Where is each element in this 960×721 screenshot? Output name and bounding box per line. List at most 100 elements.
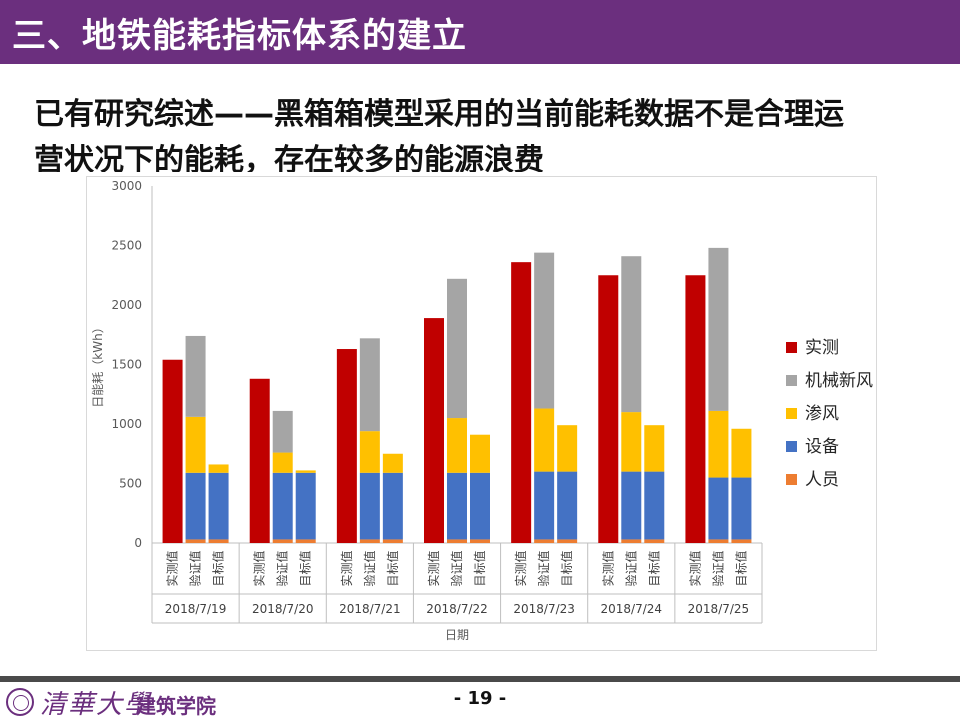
x-group-label: 2018/7/24 [601, 602, 663, 616]
bar-渗风-2018/7/24-目标值 [644, 425, 665, 472]
bar-人员-2018/7/21-目标值 [382, 539, 403, 543]
bar-设备-2018/7/25-验证值 [708, 477, 729, 540]
bar-设备-2018/7/24-目标值 [644, 471, 665, 540]
bar-渗风-2018/7/22-验证值 [447, 418, 467, 473]
x-subcategory-label: 实测值 [600, 550, 615, 586]
bar-人员-2018/7/25-验证值 [708, 539, 729, 543]
bar-机械新风-2018/7/23-验证值 [534, 252, 555, 409]
bar-机械新风-2018/7/21-验证值 [359, 338, 380, 432]
legend-label: 渗风 [805, 404, 839, 424]
x-subcategory-label: 验证值 [536, 550, 551, 586]
x-subcategory-label: 验证值 [188, 550, 203, 586]
bar-渗风-2018/7/24-验证值 [621, 412, 642, 472]
x-subcategory-label: 目标值 [559, 550, 574, 586]
y-tick-label: 2000 [111, 298, 142, 312]
legend-swatch [786, 375, 797, 386]
bar-人员-2018/7/22-验证值 [447, 539, 467, 543]
legend-swatch [786, 474, 797, 485]
bar-设备-2018/7/21-验证值 [359, 472, 380, 540]
x-subcategory-label: 目标值 [385, 550, 400, 586]
header-bar: 三、地铁能耗指标体系的建立 [0, 0, 960, 64]
bar-人员-2018/7/22-目标值 [470, 539, 490, 543]
bar-渗风-2018/7/23-目标值 [557, 425, 578, 472]
bar-设备-2018/7/21-目标值 [382, 472, 403, 540]
bar-设备-2018/7/23-验证值 [534, 471, 555, 540]
x-subcategory-label: 实测值 [165, 550, 180, 586]
bar-机械新风-2018/7/24-验证值 [621, 256, 642, 413]
subtitle-line-2: 营状况下的能耗，存在较多的能源浪费 [34, 143, 544, 172]
x-subcategory-label: 实测值 [426, 550, 441, 586]
department-name: 建筑学院 [136, 694, 216, 718]
x-group-label: 2018/7/23 [513, 602, 575, 616]
bar-机械新风-2018/7/25-验证值 [708, 247, 729, 411]
x-subcategory-label: 实测值 [339, 550, 354, 586]
bar-设备-2018/7/20-目标值 [295, 472, 316, 540]
bar-设备-2018/7/22-目标值 [470, 472, 490, 540]
x-group-label: 2018/7/19 [165, 602, 227, 616]
bar-渗风-2018/7/22-目标值 [470, 434, 490, 473]
x-subcategory-label: 目标值 [211, 550, 226, 586]
bar-渗风-2018/7/23-验证值 [534, 408, 555, 472]
x-group-label: 2018/7/21 [339, 602, 401, 616]
page-number: - 19 - [453, 688, 507, 709]
x-group-label: 2018/7/25 [688, 602, 750, 616]
bar-实测-2018/7/24-实测值 [598, 275, 619, 543]
subtitle: 已有研究综述——黑箱箱模型采用的当前能耗数据不是合理运 营状况下的能耗，存在较多… [34, 92, 924, 172]
x-group-label: 2018/7/22 [426, 602, 488, 616]
footer-divider [0, 676, 960, 682]
bar-渗风-2018/7/20-目标值 [295, 470, 316, 473]
y-tick-label: 2500 [111, 239, 142, 253]
bar-人员-2018/7/24-验证值 [621, 539, 642, 543]
bar-人员-2018/7/19-验证值 [185, 539, 206, 543]
x-subcategory-label: 目标值 [646, 550, 661, 586]
bar-设备-2018/7/20-验证值 [272, 472, 293, 540]
x-subcategory-label: 实测值 [513, 550, 528, 586]
bar-机械新风-2018/7/20-验证值 [272, 410, 293, 453]
bar-渗风-2018/7/25-验证值 [708, 410, 729, 478]
x-subcategory-label: 实测值 [687, 550, 702, 586]
university-seal-icon [6, 688, 34, 716]
x-subcategory-label: 验证值 [449, 550, 464, 586]
bar-机械新风-2018/7/22-验证值 [447, 278, 467, 419]
university-logo-text: 清華大學 [40, 690, 153, 720]
bar-实测-2018/7/23-实测值 [511, 262, 532, 543]
legend-label: 设备 [805, 437, 839, 457]
footer: 清華大學 建筑学院 - 19 - [0, 682, 960, 720]
y-tick-label: 500 [119, 477, 142, 491]
chart-frame [86, 176, 877, 651]
bar-人员-2018/7/24-目标值 [644, 539, 665, 543]
subtitle-line-1: 已有研究综述——黑箱箱模型采用的当前能耗数据不是合理运 [34, 97, 844, 132]
legend-label: 人员 [805, 470, 839, 490]
x-group-label: 2018/7/20 [252, 602, 314, 616]
x-subcategory-label: 验证值 [362, 550, 377, 586]
bar-实测-2018/7/20-实测值 [249, 378, 270, 543]
y-tick-label: 1500 [111, 358, 142, 372]
y-tick-label: 1000 [111, 417, 142, 431]
bar-人员-2018/7/20-目标值 [295, 539, 316, 543]
bar-渗风-2018/7/21-验证值 [359, 431, 380, 473]
x-axis-label: 日期 [445, 628, 469, 642]
bar-人员-2018/7/25-目标值 [731, 539, 752, 543]
legend-swatch [786, 342, 797, 353]
bar-设备-2018/7/24-验证值 [621, 471, 642, 540]
page-title: 三、地铁能耗指标体系的建立 [12, 16, 467, 56]
x-subcategory-label: 目标值 [472, 550, 487, 586]
legend-swatch [786, 441, 797, 452]
bar-机械新风-2018/7/19-验证值 [185, 335, 206, 417]
x-subcategory-label: 验证值 [623, 550, 638, 586]
bar-设备-2018/7/23-目标值 [557, 471, 578, 540]
bar-人员-2018/7/23-目标值 [557, 539, 578, 543]
bar-实测-2018/7/22-实测值 [424, 318, 444, 543]
x-subcategory-label: 实测值 [252, 550, 267, 586]
y-tick-label: 0 [134, 536, 142, 550]
x-subcategory-label: 目标值 [733, 550, 748, 586]
bar-渗风-2018/7/21-目标值 [382, 453, 403, 473]
bar-渗风-2018/7/19-验证值 [185, 416, 206, 473]
bar-人员-2018/7/19-目标值 [208, 539, 229, 543]
y-tick-label: 3000 [111, 179, 142, 193]
x-subcategory-label: 目标值 [298, 550, 313, 586]
bar-人员-2018/7/21-验证值 [359, 539, 380, 543]
bar-实测-2018/7/19-实测值 [162, 359, 183, 543]
bar-实测-2018/7/25-实测值 [685, 275, 706, 543]
